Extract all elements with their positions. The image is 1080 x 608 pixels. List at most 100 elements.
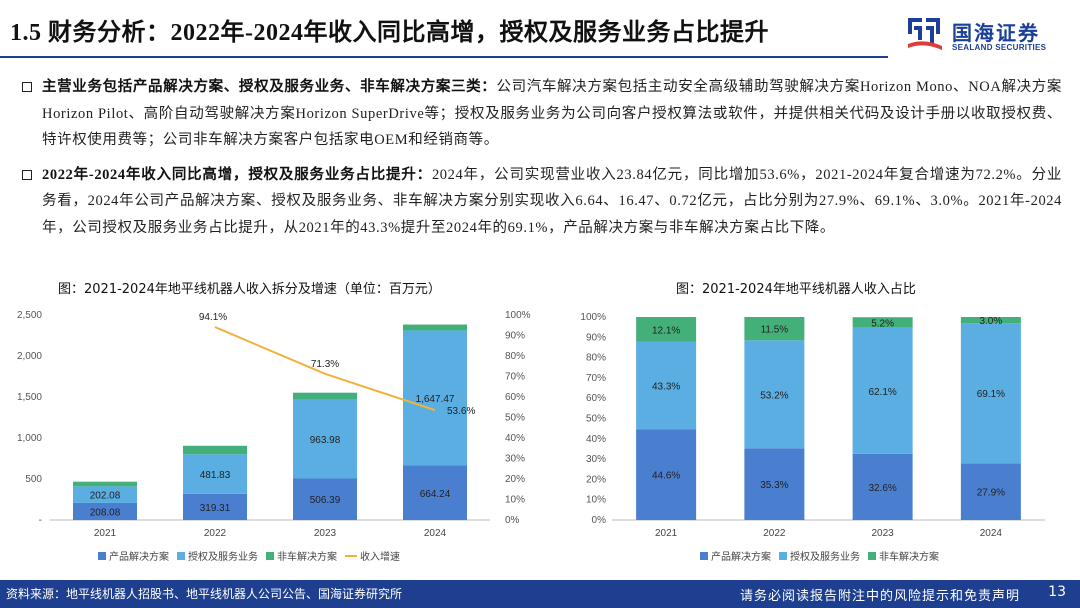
bar-data-label: 481.83 — [200, 470, 231, 481]
y-tick-label: - — [39, 515, 42, 526]
bullet-box-icon — [22, 169, 32, 180]
y2-tick-label: 90% — [505, 331, 525, 342]
x-tick-label: 2021 — [655, 528, 678, 539]
growth-data-label: 53.6% — [447, 406, 475, 417]
bar-segment — [183, 445, 247, 455]
bar-data-label: 202.08 — [90, 491, 121, 502]
legend-swatch — [266, 552, 274, 560]
page-number: 13 — [1048, 584, 1066, 600]
y-tick-label: 80% — [586, 353, 606, 364]
bar-segment — [744, 340, 805, 449]
bar-segment — [183, 454, 247, 494]
x-tick-label: 2022 — [763, 528, 786, 539]
bullet-list: 主营业务包括产品解决方案、授权及服务业务、非车解决方案三类：公司汽车解决方案包括… — [22, 74, 1062, 249]
x-tick-label: 2023 — [314, 528, 337, 539]
company-logo: 国海证券 SEALAND SECURITIES — [906, 14, 1076, 54]
y2-tick-label: 0% — [505, 515, 520, 526]
y-tick-label: 60% — [586, 393, 606, 404]
bar-segment — [403, 324, 467, 331]
legend-label: 授权及服务业务 — [790, 550, 860, 563]
legend-swatch — [779, 552, 787, 560]
x-tick-label: 2022 — [204, 528, 227, 539]
logo-mark-icon — [908, 18, 942, 50]
title-divider — [0, 56, 888, 58]
y-tick-label: 30% — [586, 454, 606, 465]
bar-data-label: 3.0% — [979, 316, 1002, 327]
footer-disclaimer: 请务必阅读报告附注中的风险提示和免责声明 — [739, 589, 1020, 604]
bar-data-label: 319.31 — [200, 503, 231, 514]
bar-segment — [293, 392, 357, 400]
bullet-lead: 主营业务包括产品解决方案、授权及服务业务、非车解决方案三类： — [42, 79, 497, 95]
y2-tick-label: 70% — [505, 372, 525, 383]
revenue-share-chart: 0% 10% 20% 30% 40% 50% 60% 70% 80% 90% 100% 44.6% 43… — [580, 312, 1045, 563]
y2-tick-label: 30% — [505, 454, 525, 465]
y2-tick-label: 60% — [505, 392, 525, 403]
y-tick-label: 90% — [586, 332, 606, 343]
bar-segment — [636, 429, 697, 520]
x-tick-label: 2021 — [94, 528, 117, 539]
y-tick-label: 10% — [586, 495, 606, 506]
y-tick-label: 2,500 — [17, 310, 42, 321]
bar-segment — [852, 327, 913, 454]
bar-segment — [852, 453, 913, 520]
y-tick-label: 20% — [586, 474, 606, 485]
bar-data-label: 963.98 — [310, 435, 341, 446]
bar-data-label: 5.2% — [871, 318, 894, 329]
bar-data-label: 32.6% — [868, 483, 896, 494]
y2-tick-label: 20% — [505, 474, 525, 485]
bar-segment — [960, 463, 1021, 520]
legend-swatch — [98, 552, 106, 560]
legend-swatch — [868, 552, 876, 560]
legend-swatch — [177, 552, 185, 560]
revenue-breakdown-chart: - 500 1,000 1,500 2,000 2,500 0% 10% 20% 30% 40% 50… — [17, 310, 531, 563]
y-tick-label: 40% — [586, 434, 606, 445]
x-tick-label: 2023 — [872, 528, 895, 539]
y-tick-label: 0% — [592, 515, 607, 526]
y-tick-label: 100% — [580, 312, 606, 323]
y-tick-label: 70% — [586, 373, 606, 384]
bar-segment — [183, 493, 247, 520]
bar-segment — [403, 330, 467, 466]
bar-data-label: 44.6% — [652, 471, 680, 482]
footer-source: 资料来源：地平线机器人招股书、地平线机器人公司公告、国海证券研究所 — [6, 587, 403, 601]
y2-tick-label: 50% — [505, 413, 525, 424]
bar-data-label: 12.1% — [652, 325, 680, 336]
legend-label: 产品解决方案 — [711, 550, 771, 563]
legend-swatch — [700, 552, 708, 560]
bar-segment — [73, 502, 137, 520]
bar-data-label: 506.39 — [310, 495, 341, 506]
bar-data-label: 664.24 — [420, 489, 451, 500]
bullet-revenue-growth: 2022年-2024年收入同比高增，授权及服务业务占比提升：2024年，公司实现… — [22, 162, 1062, 242]
bullet-body: 公司汽车解决方案包括主动安全高级辅助驾驶解决方案Horizon Mono、NOA… — [42, 79, 1063, 148]
x-tick-label: 2024 — [980, 528, 1003, 539]
bar-data-label: 62.1% — [868, 387, 896, 398]
title-bar: 1.5 财务分析：2022年-2024年收入同比高增，授权及服务业务占比提升 国… — [0, 0, 1080, 58]
legend-label: 非车解决方案 — [879, 550, 939, 563]
growth-data-label: 94.1% — [199, 312, 227, 323]
growth-line — [214, 326, 436, 412]
bar-data-label: 208.08 — [90, 507, 121, 518]
bar-segment — [73, 481, 137, 487]
bullet-lead: 2022年-2024年收入同比高增，授权及服务业务占比提升： — [42, 166, 432, 183]
legend-label: 收入增速 — [360, 550, 400, 563]
bar-segment — [403, 465, 467, 520]
bar-data-label: 11.5% — [761, 325, 789, 336]
y2-tick-label: 80% — [505, 351, 525, 362]
bar-segment — [293, 478, 357, 520]
y-tick-label: 2,000 — [17, 351, 42, 362]
y-tick-label: 50% — [586, 414, 606, 425]
bar-data-label: 35.3% — [760, 480, 788, 491]
bullet-business-scope: 主营业务包括产品解决方案、授权及服务业务、非车解决方案三类：公司汽车解决方案包括… — [22, 74, 1062, 154]
y-tick-label: 1,500 — [17, 392, 42, 403]
bar-segment — [960, 317, 1021, 324]
y2-tick-label: 40% — [505, 433, 525, 444]
logo-text-cn: 国海证券 — [952, 21, 1040, 45]
left-chart-title: 图：2021-2024年地平线机器人收入拆分及增速（单位：百万元） — [58, 282, 441, 297]
bar-segment — [744, 448, 805, 520]
legend-label: 授权及服务业务 — [188, 550, 258, 563]
bar-segment — [960, 323, 1021, 464]
x-tick-label: 2024 — [424, 528, 447, 539]
bar-segment — [293, 399, 357, 479]
y2-tick-label: 10% — [505, 495, 525, 506]
bar-data-label: 27.9% — [977, 488, 1005, 499]
